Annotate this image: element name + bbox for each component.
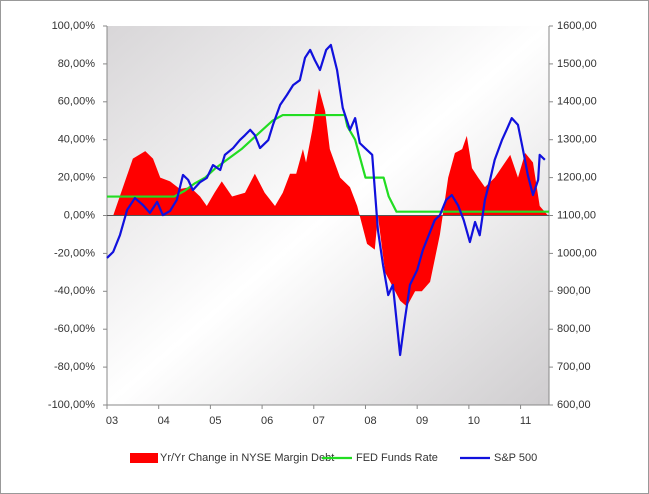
y-tick-label: 60,00% (58, 96, 96, 108)
line (107, 113, 549, 213)
x-tick-label: 04 (158, 415, 170, 427)
y-tick-label: 20,00% (58, 172, 96, 184)
x-tick-label: 07 (313, 415, 325, 427)
y-tick-label: -100,00% (48, 399, 95, 411)
legend-swatch (130, 453, 158, 463)
legend-label: FED Funds Rate (356, 452, 438, 464)
y2-tick-label: 1200,00 (557, 172, 597, 184)
x-tick-label: 08 (364, 415, 376, 427)
x-tick-label: 10 (468, 415, 480, 427)
y-tick-label: 0,00% (64, 209, 95, 221)
x-tick-label: 03 (106, 415, 118, 427)
y-tick-label: 80,00% (58, 58, 96, 70)
y-tick-label: -80,00% (54, 361, 95, 373)
x-tick-label: 05 (209, 415, 221, 427)
y2-tick-label: 700,00 (557, 361, 591, 373)
y2-tick-label: 1600,00 (557, 20, 597, 32)
y2-tick-label: 1500,00 (557, 58, 597, 70)
y2-tick-label: 600,00 (557, 399, 591, 411)
y2-tick-label: 1000,00 (557, 247, 597, 259)
y-tick-label: -40,00% (54, 285, 95, 297)
legend-label: S&P 500 (494, 452, 537, 464)
y2-tick-label: 1100,00 (557, 209, 596, 221)
y2-tick-label: 1400,00 (557, 96, 597, 108)
y2-tick-label: 1300,00 (557, 134, 597, 146)
y-tick-label: -60,00% (54, 323, 95, 335)
y-tick-label: 100,00% (52, 20, 96, 32)
y2-tick-label: 900,00 (557, 285, 591, 297)
y-tick-label: -20,00% (54, 247, 95, 259)
area (113, 88, 548, 307)
y-tick-label: 40,00% (58, 134, 96, 146)
x-tick-label: 09 (416, 415, 428, 427)
x-tick-label: 11 (520, 415, 531, 427)
legend-label: Yr/Yr Change in NYSE Margin Debt (160, 452, 334, 464)
line (106, 43, 546, 357)
x-tick-label: 06 (261, 415, 273, 427)
y2-tick-label: 800,00 (557, 323, 591, 335)
